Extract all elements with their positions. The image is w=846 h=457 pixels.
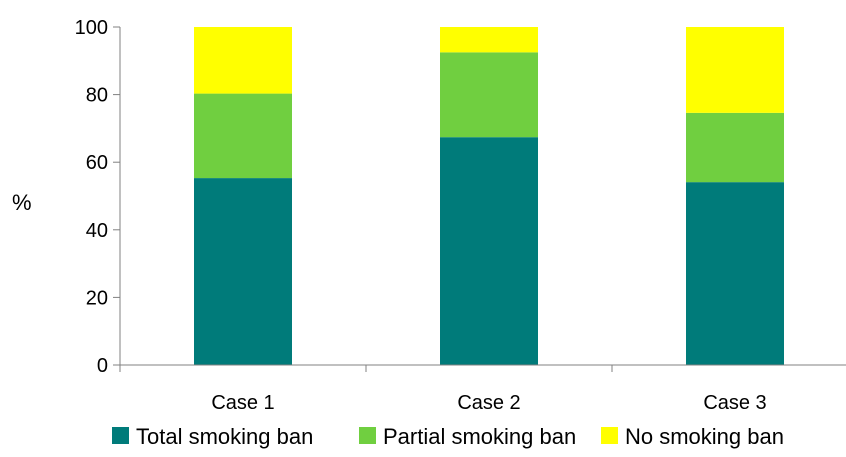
bar-segment bbox=[440, 52, 538, 138]
bar-segment bbox=[440, 27, 538, 53]
x-tick-label: Case 1 bbox=[211, 392, 274, 414]
legend-label: Partial smoking ban bbox=[383, 424, 576, 449]
bars-group bbox=[194, 27, 784, 365]
bar-segment bbox=[686, 182, 784, 365]
bar-segment bbox=[686, 112, 784, 183]
bar-segment bbox=[194, 178, 292, 365]
bar-segment bbox=[686, 27, 784, 113]
x-tick-label: Case 3 bbox=[703, 392, 766, 414]
legend-swatch bbox=[112, 427, 129, 444]
bar-segment bbox=[194, 27, 292, 94]
y-tick-label: 80 bbox=[86, 85, 108, 107]
y-axis-title: % bbox=[12, 190, 32, 215]
legend: Total smoking ban Partial smoking ban No s… bbox=[112, 424, 784, 449]
y-axis-ticks: 0 20 40 60 80 100 bbox=[75, 17, 120, 377]
x-tick-label: Case 2 bbox=[457, 392, 520, 414]
y-tick-label: 60 bbox=[86, 152, 108, 174]
y-tick-label: 20 bbox=[86, 287, 108, 309]
legend-swatch bbox=[601, 427, 618, 444]
y-tick-label: 40 bbox=[86, 220, 108, 242]
bar-segment bbox=[440, 137, 538, 365]
legend-label: No smoking ban bbox=[625, 424, 784, 449]
legend-label: Total smoking ban bbox=[136, 424, 313, 449]
legend-swatch bbox=[359, 427, 376, 444]
x-axis-ticks: Case 1 Case 2 Case 3 bbox=[119, 365, 767, 414]
bar-segment bbox=[194, 93, 292, 179]
y-tick-label: 0 bbox=[97, 355, 108, 377]
y-tick-label: 100 bbox=[75, 17, 108, 39]
